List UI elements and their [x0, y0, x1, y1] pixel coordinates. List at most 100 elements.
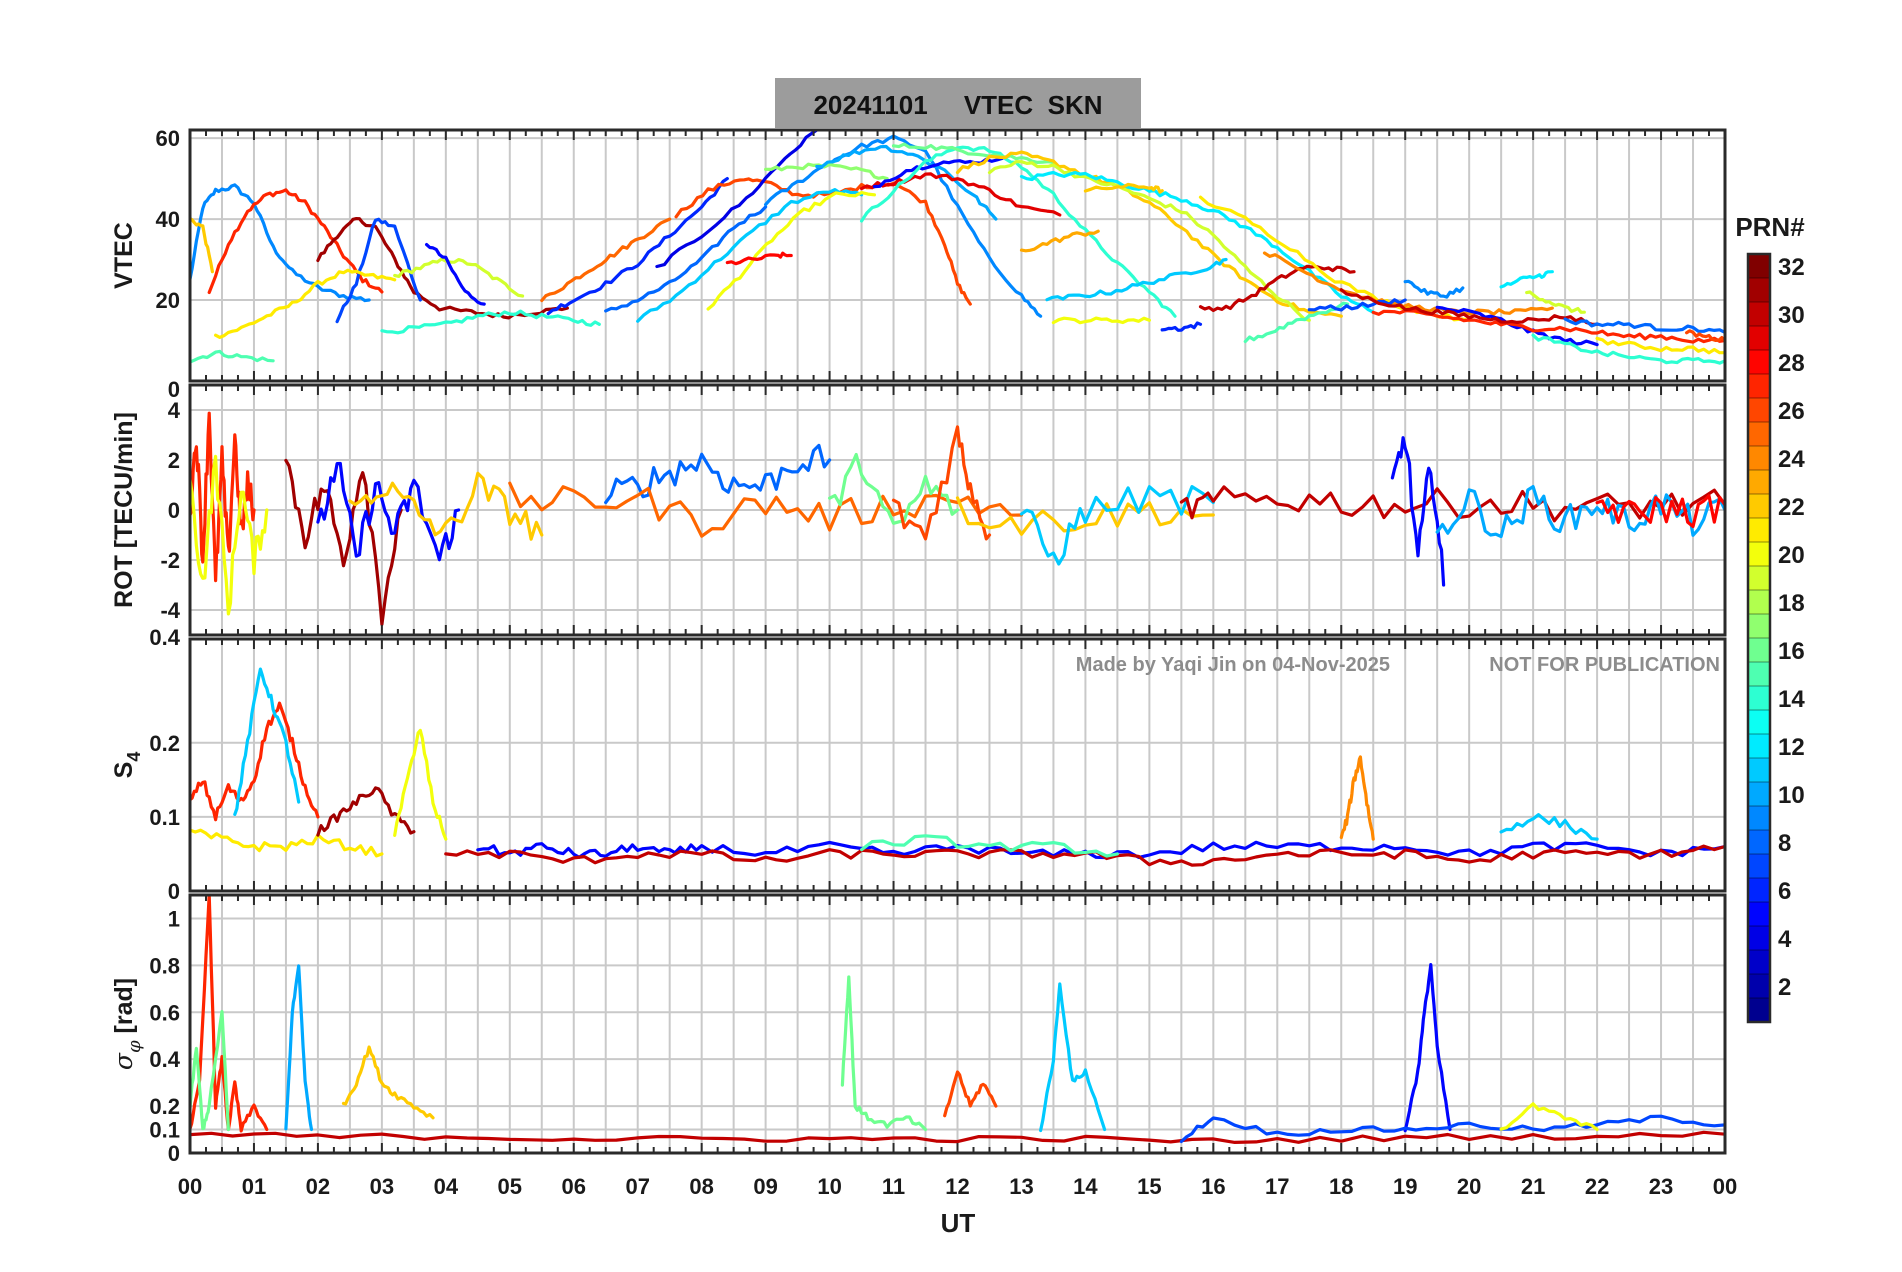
- trace-vtec-prn22-25: [955, 150, 1343, 318]
- trace-rot-prn28-14: [1595, 494, 1725, 529]
- trace-rot-prn25-6: [508, 481, 1024, 538]
- colorbar-tick-label: 6: [1778, 878, 1791, 905]
- colorbar-segment: [1748, 494, 1770, 519]
- trace-vtec-prn19-26: [987, 160, 1311, 322]
- colorbar-tick-label: 8: [1778, 830, 1791, 857]
- colorbar-segment: [1748, 350, 1770, 375]
- trace-rot-prn8-5: [604, 443, 832, 505]
- y-tick-label-rot: 0: [168, 498, 180, 523]
- x-tick-label: 14: [1073, 1174, 1098, 1199]
- title-box: [775, 78, 1141, 128]
- x-tick-label: 12: [945, 1174, 969, 1199]
- trace-vtec-prn17-19: [764, 162, 889, 181]
- colorbar-segment: [1748, 302, 1770, 327]
- trace-sigma_phi-prn30-8: [190, 1130, 1725, 1144]
- y-axis-label-sigma_phi: σφ [rad]: [109, 978, 145, 1070]
- trace-vtec-prn22-29: [1083, 182, 1164, 194]
- colorbar-tick-label: 28: [1778, 350, 1805, 377]
- x-tick-label: 17: [1265, 1174, 1289, 1199]
- x-tick-label: 13: [1009, 1174, 1033, 1199]
- colorbar-tick-label: 20: [1778, 542, 1805, 569]
- colorbar-segment: [1748, 422, 1770, 447]
- trace-rot-prn22-9: [955, 496, 1215, 536]
- colorbar-segment: [1748, 326, 1770, 351]
- trace-rot-prn5-3: [316, 461, 461, 562]
- colorbar-segment: [1748, 926, 1770, 951]
- trace-s4-prn11-1: [233, 667, 301, 816]
- trace-vtec-prn15-6: [190, 349, 275, 364]
- x-tick-label: 00: [1713, 1174, 1737, 1199]
- trace-vtec-prn6-11: [546, 177, 729, 316]
- y-tick-label-sigma_phi: 0.4: [149, 1047, 180, 1072]
- trace-sigma_phi-prn11-6: [1039, 982, 1107, 1133]
- y-edge-label-bottom: 0.4: [149, 625, 180, 650]
- trace-sigma_phi-prn5-7: [1403, 963, 1452, 1133]
- trace-sigma_phi-prn26-5: [943, 1070, 998, 1118]
- y-tick-label-rot: -4: [160, 598, 180, 623]
- trace-s4-prn27-0: [190, 701, 320, 822]
- x-tick-label: 05: [498, 1174, 522, 1199]
- y-tick-label-rot: 2: [168, 448, 180, 473]
- colorbar-tick-label: 18: [1778, 590, 1805, 617]
- trace-rot-prn10-13: [1435, 485, 1725, 539]
- colorbar-tick-label: 2: [1778, 974, 1791, 1001]
- trace-rot-prn16-7: [828, 452, 960, 525]
- trace-s4-prn15-9: [860, 834, 1119, 858]
- colorbar-tick-label: 32: [1778, 254, 1805, 281]
- colorbar-segment: [1748, 806, 1770, 831]
- trace-vtec-prn11-30: [1045, 257, 1228, 302]
- colorbar-segment: [1748, 374, 1770, 399]
- colorbar-segment: [1748, 758, 1770, 783]
- trace-vtec-prn21-4: [214, 268, 397, 339]
- x-tick-label: 15: [1137, 1174, 1161, 1199]
- trace-vtec-prn14-23: [860, 145, 1177, 318]
- trace-vtec-prn10-20: [815, 144, 998, 221]
- trace-vtec-prn8-12: [604, 205, 768, 313]
- trace-vtec-prn20-31: [1051, 316, 1151, 325]
- trace-vtec-prn9-0: [190, 183, 371, 303]
- panel-rot: 4 2 0 -2 -4 0 0.4 ROT [TECU/min]: [110, 377, 1727, 650]
- y-tick-label-sigma_phi: 0.6: [149, 1000, 180, 1025]
- colorbar-segment: [1748, 470, 1770, 495]
- trace-rot-prn11-10: [1019, 485, 1215, 566]
- trace-sigma_phi-prn22-3: [341, 1045, 435, 1120]
- trace-vtec-prn28-17: [725, 251, 793, 266]
- x-axis-label: UT: [941, 1208, 976, 1238]
- x-tick-label: 19: [1393, 1174, 1417, 1199]
- y-tick-label-s4: 0: [168, 879, 180, 904]
- trace-vtec-prn22-7: [190, 216, 214, 274]
- colorbar-segment: [1748, 566, 1770, 591]
- y-axis-label-s4: S4: [110, 752, 144, 779]
- trace-rot-prn31-2: [284, 458, 403, 626]
- x-axis: 00 01 02 03 04 05 06 07 08 09 10 11 12 13 14 15 16 17 18 19…: [178, 1174, 1737, 1199]
- trace-vtec-prn19-41: [1525, 290, 1586, 314]
- y-tick-label-vtec: 60: [156, 126, 180, 151]
- trace-vtec-prn5-8: [425, 243, 486, 306]
- colorbar-segment: [1748, 542, 1770, 567]
- y-tick-label-sigma_phi: 0.1: [149, 1118, 180, 1143]
- colorbar-tick-label: 4: [1778, 926, 1792, 953]
- trace-sigma_phi-prn10-2: [284, 964, 314, 1132]
- trace-vtec-prn7-37: [1307, 298, 1407, 312]
- colorbar-tick-label: 10: [1778, 782, 1805, 809]
- trace-vtec-prn30-43: [1339, 288, 1599, 326]
- trace-vtec-prn30-33: [1198, 264, 1356, 313]
- colorbar-segment: [1748, 830, 1770, 855]
- trace-vtec-prn7-3: [335, 217, 422, 324]
- trace-sigma_phi-prn16-1: [190, 1010, 230, 1132]
- colorbar-segment: [1748, 782, 1770, 807]
- trace-s4-prn24-7: [1339, 755, 1375, 841]
- panel-vtec: 20 40 60 VTEC: [110, 126, 1727, 383]
- x-tick-label: 23: [1649, 1174, 1673, 1199]
- colorbar-tick-label: 30: [1778, 302, 1805, 329]
- trace-vtec-prn25-10: [540, 217, 672, 303]
- colorbar-segment: [1748, 854, 1770, 879]
- trace-vtec-prn23-28: [1019, 229, 1100, 253]
- watermark-made-by: Made by Yaqi Jin on 04-Nov-2025: [1076, 654, 1390, 676]
- trace-vtec-prn4-15: [655, 130, 819, 269]
- trace-vtec-prn21-46: [1595, 336, 1725, 355]
- trace-vtec-prn9-38: [1403, 279, 1465, 299]
- x-tick-label: 08: [689, 1174, 713, 1199]
- colorbar-title: PRN#: [1735, 212, 1805, 242]
